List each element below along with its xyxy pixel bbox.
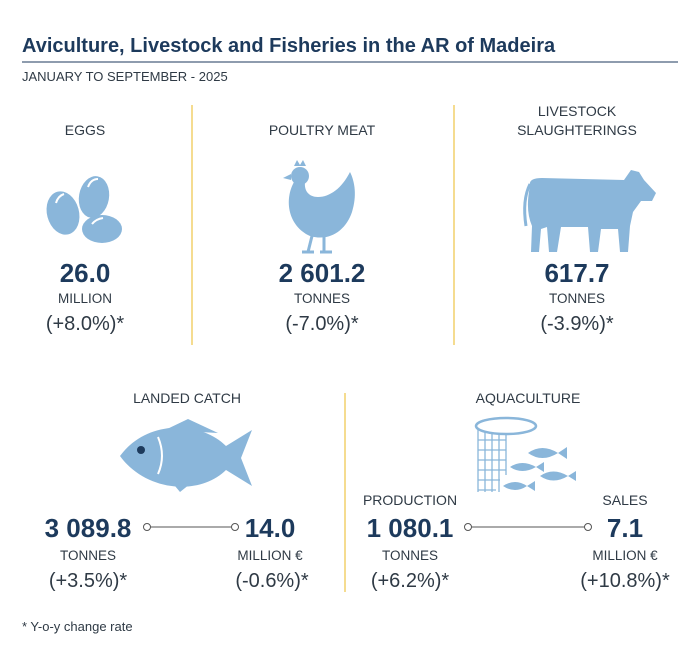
fish-icon [120,419,252,492]
panel-value: 26.0 [60,258,111,288]
metric-unit: MILLION € [592,548,658,563]
metric-change: (+6.2%)* [371,570,450,592]
metric-value: 3 089.8 [45,513,132,543]
panel-change: (-7.0%)* [285,313,359,335]
section-label: AQUACULTURE [476,390,581,406]
metric-unit: TONNES [60,548,116,563]
panel-value: 2 601.2 [279,258,366,288]
section-label: LANDED CATCH [133,390,241,406]
panel-change: (-3.9%)* [540,313,614,335]
title: Aviculture, Livestock and Fisheries in t… [22,35,556,57]
metric-name: SALES [602,492,647,508]
metric-change: (+10.8%)* [580,570,670,592]
chicken-icon [283,160,355,254]
metric-change: (+3.5%)* [49,570,128,592]
metric-value: 14.0 [245,513,296,543]
panel-label: LIVESTOCK [538,103,617,119]
footnote: * Y-o-y change rate [22,619,133,634]
eggs-icon [46,176,122,243]
aquaculture-icon [474,416,576,492]
connector [464,523,592,531]
connector [143,523,239,531]
metric-unit: TONNES [382,548,438,563]
metric-value: 7.1 [607,513,643,543]
panel-label: SLAUGHTERINGS [517,122,637,138]
cow-icon [523,170,656,252]
panel-unit: TONNES [294,291,350,306]
panel-unit: MILLION [58,291,112,306]
metric-unit: MILLION € [237,548,303,563]
panel-change: (+8.0%)* [46,313,125,335]
metric-change: (-0.6%)* [235,570,309,592]
panel-unit: TONNES [549,291,605,306]
metric-value: 1 080.1 [367,513,454,543]
panel-value: 617.7 [544,258,609,288]
panel-label: EGGS [65,122,105,138]
subtitle: JANUARY TO SEPTEMBER - 2025 [22,69,228,84]
metric-name: PRODUCTION [363,492,457,508]
panel-label: POULTRY MEAT [269,122,376,138]
